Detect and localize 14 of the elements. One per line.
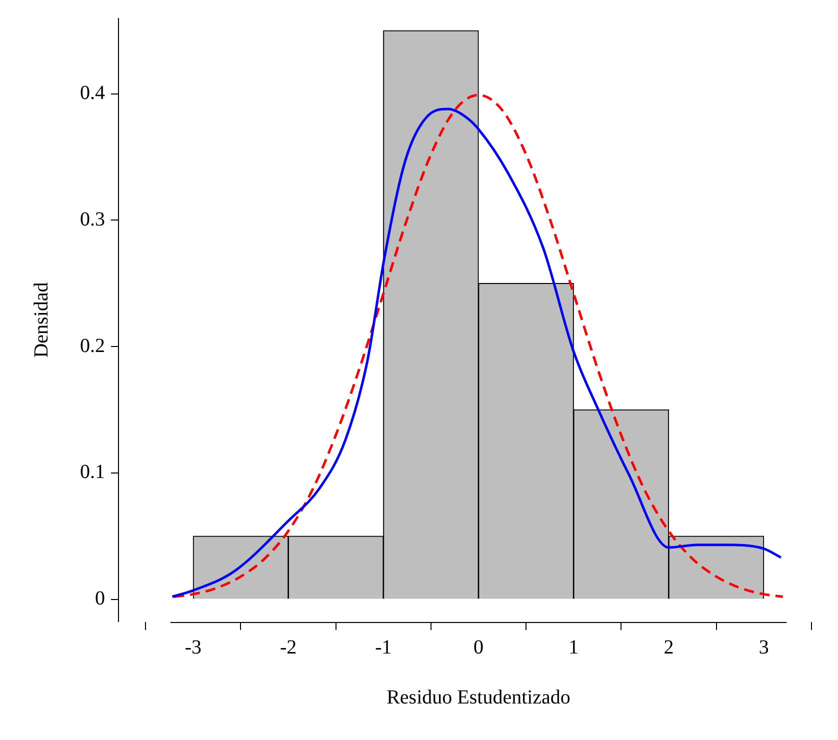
x-tick-label: 2 (664, 636, 674, 658)
y-tick-label: 0.1 (80, 461, 105, 484)
x-tick-label: -1 (375, 636, 392, 658)
y-tick-label: 0.4 (80, 82, 105, 104)
x-axis-title: Residuo Estudentizado (386, 686, 570, 708)
x-tick-label: 0 (474, 636, 484, 658)
y-tick-label: 0.2 (80, 334, 105, 357)
y-tick-label: 0 (95, 588, 105, 610)
x-tick-label: 3 (758, 636, 769, 658)
x-tick-label: -2 (280, 636, 297, 658)
x-tick-label: 1 (568, 636, 579, 658)
y-tick-label: 0.3 (80, 208, 105, 230)
y-axis-title: Densidad (30, 282, 52, 358)
x-tick-label: -3 (184, 636, 202, 658)
